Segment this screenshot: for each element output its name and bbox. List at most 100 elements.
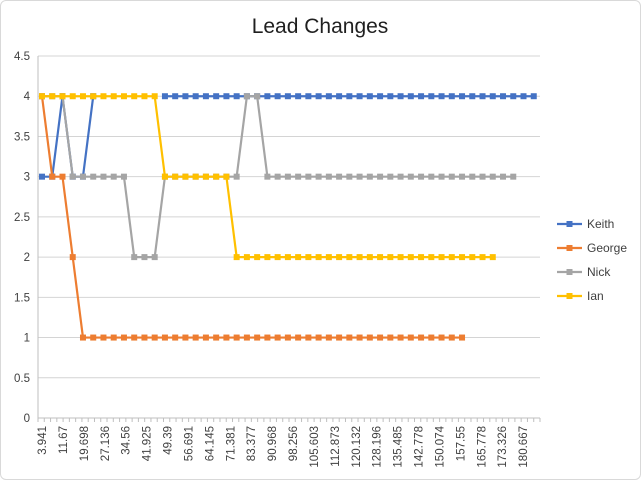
data-point <box>418 173 425 180</box>
data-point <box>305 173 312 180</box>
data-point <box>346 254 353 261</box>
data-point <box>315 334 322 341</box>
data-point <box>377 334 384 341</box>
legend-label: Nick <box>587 265 611 279</box>
x-tick-label: 49.39 <box>163 426 175 455</box>
data-point <box>428 254 435 261</box>
data-point <box>182 93 189 100</box>
data-point <box>305 334 312 341</box>
data-point <box>233 254 240 261</box>
data-point <box>366 254 373 261</box>
y-tick-label: 3.5 <box>14 131 30 143</box>
x-tick-label: 120.132 <box>351 426 363 468</box>
data-point <box>69 173 76 180</box>
data-point <box>305 93 312 100</box>
x-tick-label: 180.667 <box>518 426 530 468</box>
series-ian <box>39 93 496 261</box>
legend-swatch-marker <box>566 221 573 227</box>
data-point <box>274 254 281 261</box>
data-point <box>172 93 179 100</box>
data-point <box>223 93 230 100</box>
data-point <box>377 93 384 100</box>
data-point <box>366 93 373 100</box>
data-point <box>223 173 230 180</box>
data-point <box>295 93 302 100</box>
chart-title: Lead Changes <box>252 15 389 38</box>
data-point <box>418 254 425 261</box>
data-point <box>520 93 527 100</box>
data-point <box>100 173 107 180</box>
data-point <box>59 93 66 100</box>
data-point <box>418 93 425 100</box>
x-tick-label: 90.968 <box>267 426 279 461</box>
x-tick-label: 112.873 <box>330 426 342 467</box>
data-point <box>243 254 250 261</box>
data-point <box>141 254 148 261</box>
data-point <box>356 93 363 100</box>
data-point <box>438 173 445 180</box>
data-point <box>489 93 496 100</box>
data-point <box>438 93 445 100</box>
data-point <box>131 334 138 341</box>
data-point <box>336 254 343 261</box>
x-tick-label: 56.691 <box>183 426 195 461</box>
y-tick-label: 1.5 <box>14 292 30 304</box>
data-point <box>479 173 486 180</box>
data-point <box>172 334 179 341</box>
legend-swatch-marker <box>566 269 573 275</box>
data-point <box>254 254 261 261</box>
x-tick-label: 165.778 <box>476 426 488 468</box>
x-tick-label: 19.698 <box>79 426 91 461</box>
x-tick-label: 128.196 <box>372 426 384 468</box>
data-point <box>428 173 435 180</box>
series-nick <box>39 93 517 261</box>
data-point <box>366 334 373 341</box>
data-point <box>469 93 476 100</box>
data-point <box>202 334 209 341</box>
data-point <box>141 93 148 100</box>
y-tick-label: 1 <box>24 333 30 345</box>
data-point <box>49 93 56 100</box>
x-tick-label: 27.136 <box>100 426 112 461</box>
y-tick-label: 3 <box>24 172 30 184</box>
data-point <box>192 334 199 341</box>
legend-item: Ian <box>557 289 604 303</box>
data-point <box>325 93 332 100</box>
data-point <box>377 254 384 261</box>
y-tick-label: 0 <box>24 413 30 425</box>
x-tick-label: 3.941 <box>37 426 49 455</box>
data-point <box>479 254 486 261</box>
data-point <box>161 173 168 180</box>
data-point <box>346 173 353 180</box>
data-point <box>39 173 45 180</box>
data-point <box>110 334 117 341</box>
data-point <box>274 334 281 341</box>
data-point <box>336 93 343 100</box>
legend-label: Ian <box>587 289 604 303</box>
data-point <box>469 254 476 261</box>
data-point <box>243 93 250 100</box>
data-point <box>469 173 476 180</box>
data-point <box>254 93 261 100</box>
legend-item: George <box>557 241 627 255</box>
data-point <box>387 254 394 261</box>
data-point <box>120 173 127 180</box>
data-point <box>264 173 271 180</box>
y-tick-label: 2 <box>24 252 30 264</box>
data-point <box>233 93 240 100</box>
data-point <box>407 254 414 261</box>
data-point <box>79 334 86 341</box>
data-point <box>387 334 394 341</box>
data-point <box>356 173 363 180</box>
data-point <box>315 254 322 261</box>
legend-item: Keith <box>557 217 614 231</box>
data-point <box>151 254 158 261</box>
data-point <box>346 334 353 341</box>
data-point <box>305 254 312 261</box>
data-point <box>110 93 117 100</box>
legend-label: George <box>587 241 627 255</box>
data-point <box>397 173 404 180</box>
legend-item: Nick <box>557 265 611 279</box>
